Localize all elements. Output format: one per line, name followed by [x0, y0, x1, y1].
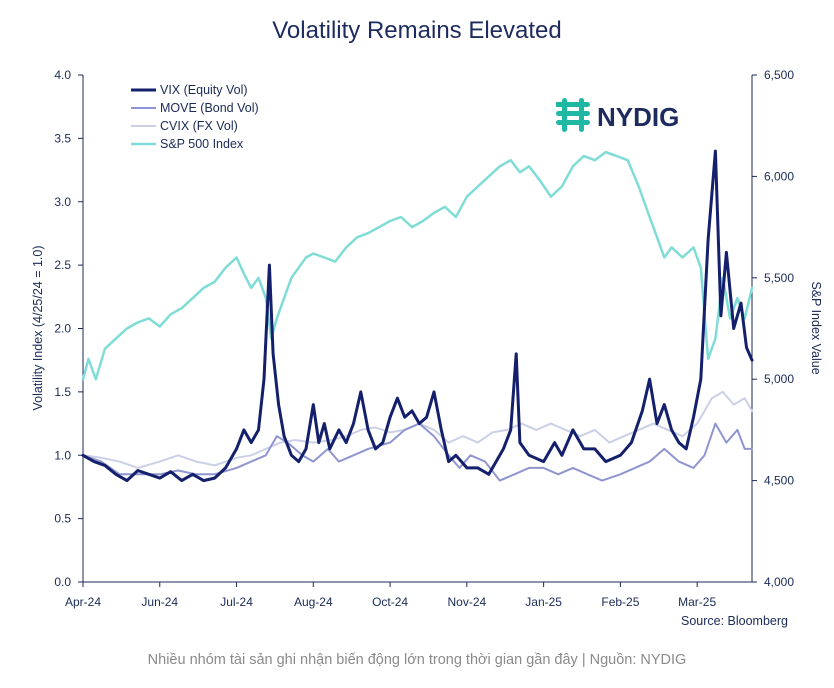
x-tick-label: Feb-25	[601, 595, 639, 609]
right-y-tick-label: 6,000	[764, 169, 794, 183]
legend-label: VIX (Equity Vol)	[160, 83, 248, 97]
figure-caption: Nhiều nhóm tài sản ghi nhận biến động lớ…	[148, 652, 687, 668]
left-y-tick-label: 2.0	[54, 322, 71, 336]
x-tick-label: Apr-24	[65, 595, 101, 609]
left-y-tick-label: 3.0	[54, 195, 71, 209]
legend-label: MOVE (Bond Vol)	[160, 101, 259, 115]
legend: VIX (Equity Vol) MOVE (Bond Vol) CVIX (FX …	[131, 83, 259, 151]
right-y-tick-label: 5,500	[764, 271, 794, 285]
source-note: Source: Bloomberg	[681, 614, 788, 628]
right-y-ticks: 4,000 4,500 5,000 5,500 6,000 6,500	[752, 68, 794, 589]
left-y-tick-label: 2.5	[54, 258, 71, 272]
series-line-1	[82, 422, 753, 482]
series-line-0	[81, 149, 754, 483]
x-ticks: Apr-24 Jun-24 Jul-24 Aug-24 Oct-24 Nov-24 Jan-…	[65, 582, 716, 609]
left-y-axis-label: Volatility Index (4/25/24 = 1.0)	[31, 245, 45, 410]
x-tick-label: Oct-24	[372, 595, 408, 609]
left-y-ticks: 0.0 0.5 1.0 1.5 2.0 2.5 3.0 3.5 4.0	[54, 68, 83, 589]
right-y-tick-label: 5,000	[764, 372, 794, 386]
x-tick-label: Nov-24	[448, 595, 487, 609]
left-y-tick-label: 1.0	[54, 448, 71, 462]
series-line-3	[81, 150, 754, 381]
series-line-2	[82, 390, 753, 469]
x-tick-label: Mar-25	[678, 595, 716, 609]
right-y-tick-label: 4,000	[764, 575, 794, 589]
series-group	[81, 149, 754, 483]
x-tick-label: Aug-24	[294, 595, 333, 609]
left-y-tick-label: 4.0	[54, 68, 71, 82]
chart-title: Volatility Remains Elevated	[272, 17, 561, 44]
x-tick-label: Jul-24	[220, 595, 253, 609]
left-y-tick-label: 0.0	[54, 575, 71, 589]
nydig-logo: NYDIG	[556, 98, 679, 132]
x-tick-label: Jan-25	[525, 595, 562, 609]
legend-label: CVIX (FX Vol)	[160, 119, 238, 133]
logo-text: NYDIG	[597, 102, 679, 132]
legend-label: S&P 500 Index	[160, 137, 244, 151]
right-y-tick-label: 4,500	[764, 474, 794, 488]
left-y-tick-label: 1.5	[54, 385, 71, 399]
left-y-tick-label: 3.5	[54, 131, 71, 145]
x-tick-label: Jun-24	[141, 595, 178, 609]
right-y-axis-label: S&P Index Value	[809, 281, 823, 374]
right-y-tick-label: 6,500	[764, 68, 794, 82]
nydig-logo-icon	[556, 98, 590, 132]
left-y-tick-label: 0.5	[54, 512, 71, 526]
